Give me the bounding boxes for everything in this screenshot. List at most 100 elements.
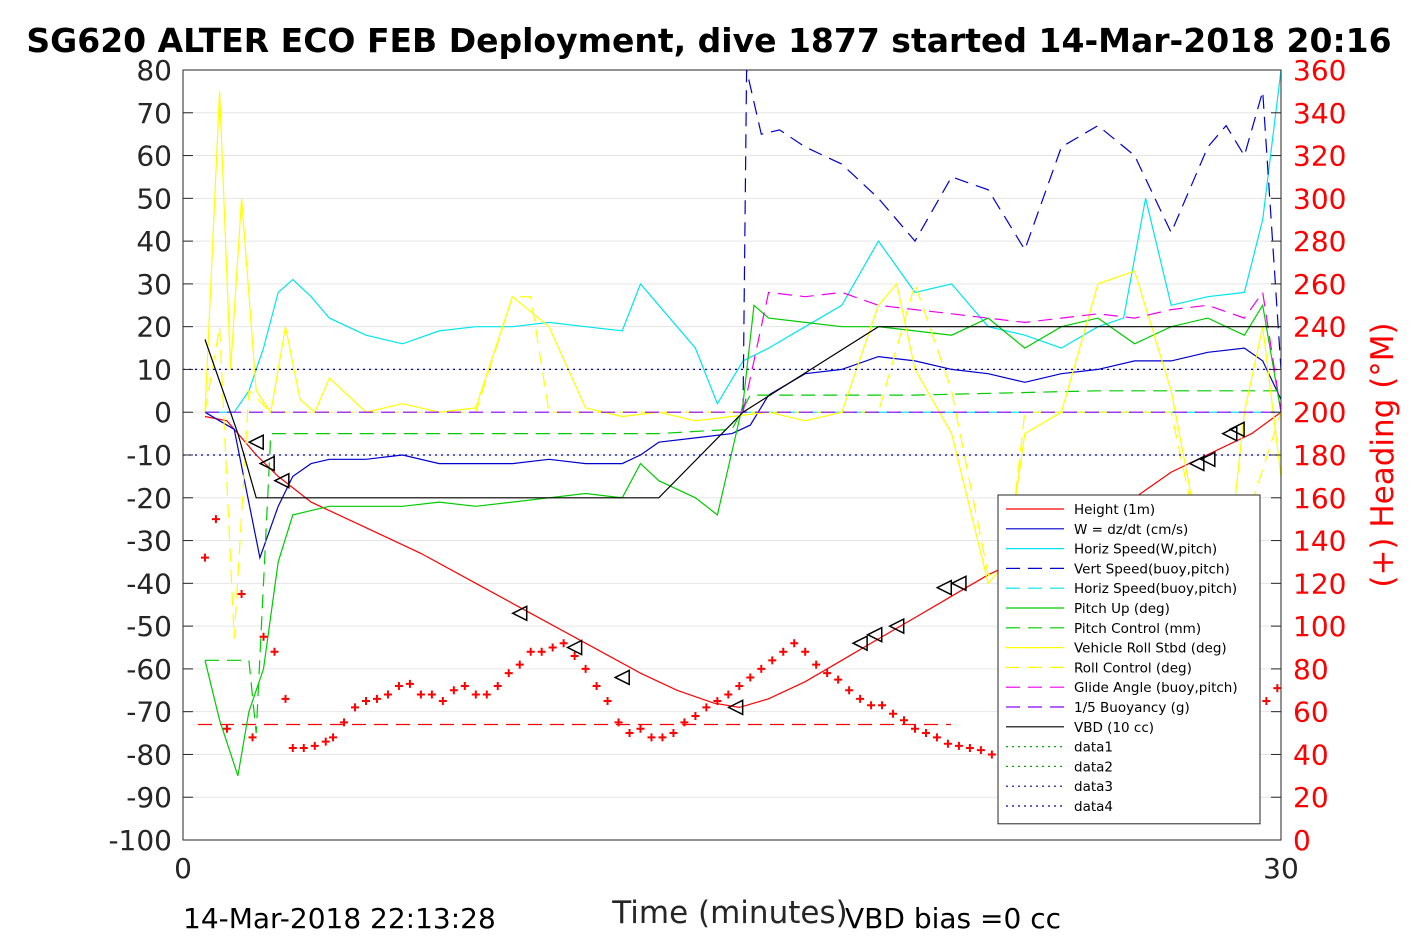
heading-point xyxy=(471,690,480,699)
heading-point xyxy=(592,682,601,690)
heading-point xyxy=(449,686,458,695)
legend-label: 1/5 Buoyancy (g) xyxy=(1074,700,1190,716)
heading-point xyxy=(889,709,898,718)
legend-label: Pitch Control (mm) xyxy=(1074,621,1201,637)
heading-point xyxy=(321,737,330,746)
timestamp-label: 14-Mar-2018 22:13:28 xyxy=(183,902,496,935)
heading-point xyxy=(362,696,370,705)
right-axis-label: (+) Heading (°M) xyxy=(1365,322,1401,587)
heading-point xyxy=(270,647,279,656)
triangle-marker xyxy=(888,617,905,635)
series-line xyxy=(204,91,1282,585)
heading-point xyxy=(460,682,469,690)
series-line xyxy=(204,281,1282,639)
heading-point xyxy=(581,664,590,673)
x-tick-label: 30 xyxy=(1263,852,1299,885)
heading-point xyxy=(222,724,231,733)
heading-point xyxy=(372,694,381,703)
heading-point xyxy=(416,690,425,699)
heading-point xyxy=(570,652,579,661)
triangle-marker xyxy=(511,605,528,622)
y-tick-label: -100 xyxy=(108,824,172,857)
y-tick-label: 10 xyxy=(136,353,172,386)
heading-point xyxy=(801,647,810,656)
y-tick-label: 60 xyxy=(136,140,172,173)
heading-point xyxy=(603,696,612,705)
triangle-marker xyxy=(726,699,744,716)
y-right-tick-label: 300 xyxy=(1293,182,1346,215)
legend-label: Pitch Up (deg) xyxy=(1074,601,1170,617)
y-right-tick-label: 20 xyxy=(1293,781,1329,814)
y-tick-label: 70 xyxy=(136,97,172,130)
y-right-tick-label: 200 xyxy=(1293,396,1346,429)
heading-point xyxy=(636,724,645,733)
y-tick-label: 0 xyxy=(154,396,172,429)
y-tick-label: -50 xyxy=(126,610,172,643)
heading-point xyxy=(310,741,319,750)
y-right-tick-label: 240 xyxy=(1293,311,1346,344)
y-tick-label: 40 xyxy=(136,225,172,258)
heading-point xyxy=(812,660,821,669)
heading-point xyxy=(281,694,290,703)
heading-point xyxy=(394,682,403,690)
triangle-marker xyxy=(851,635,868,652)
heading-point xyxy=(625,729,634,738)
y-right-tick-label: 80 xyxy=(1293,653,1329,686)
heading-point xyxy=(493,682,502,690)
triangle-marker xyxy=(247,433,264,451)
heading-point xyxy=(482,690,491,699)
heading-point xyxy=(237,590,246,599)
y-tick-label: 50 xyxy=(136,182,172,215)
heading-point xyxy=(823,669,832,678)
y-right-tick-label: 0 xyxy=(1293,824,1311,857)
triangle-marker xyxy=(613,669,630,686)
y-tick-label: 20 xyxy=(136,311,172,344)
y-right-tick-label: 340 xyxy=(1293,97,1346,130)
y-tick-label: 80 xyxy=(136,54,172,87)
chart-title: SG620 ALTER ECO FEB Deployment, dive 187… xyxy=(26,21,1391,60)
series-line xyxy=(205,69,1282,413)
y-tick-label: 30 xyxy=(136,268,172,301)
heading-point xyxy=(878,701,887,710)
heading-point xyxy=(954,741,963,750)
y-right-tick-label: 360 xyxy=(1293,54,1346,87)
x-axis-label: Time (minutes) xyxy=(611,895,847,931)
heading-point xyxy=(845,686,854,695)
x-tick-label: 0 xyxy=(174,852,192,885)
axis-ticks: 80706050403020100-10-20-30-40-50-60-70-8… xyxy=(108,54,1346,885)
triangle-marker xyxy=(1221,425,1238,442)
legend-label: data1 xyxy=(1074,740,1113,756)
heading-point xyxy=(900,716,909,725)
triangle-marker xyxy=(935,579,953,596)
heading-point xyxy=(669,729,678,738)
triangle-marker xyxy=(258,455,275,472)
heading-point xyxy=(329,733,338,742)
heading-point xyxy=(211,515,220,524)
heading-point xyxy=(614,718,623,727)
legend-label: data3 xyxy=(1074,779,1113,795)
triangle-marker xyxy=(1199,451,1216,468)
heading-point xyxy=(340,718,349,727)
plot-area xyxy=(183,69,1282,776)
triangle-marker xyxy=(273,472,290,489)
heading-point xyxy=(1273,684,1282,693)
legend-label: data2 xyxy=(1074,759,1113,775)
heading-point xyxy=(943,739,952,748)
heading-point xyxy=(1262,696,1271,705)
heading-point xyxy=(746,673,755,682)
heading-point xyxy=(757,664,766,673)
y-tick-label: -30 xyxy=(126,525,172,558)
legend-label: Horiz Speed(W,pitch) xyxy=(1074,542,1217,558)
vbd-bias-label: VBD bias =0 cc xyxy=(845,902,1061,935)
legend-label: Horiz Speed(buoy,pitch) xyxy=(1074,581,1237,597)
y-right-tick-label: 280 xyxy=(1293,225,1346,258)
heading-point xyxy=(427,690,436,699)
legend-label: Roll Control (deg) xyxy=(1074,660,1192,676)
heading-point xyxy=(299,744,308,753)
triangle-marker xyxy=(866,626,883,643)
triangle-marker xyxy=(1188,455,1205,472)
heading-point xyxy=(288,744,297,753)
heading-point xyxy=(559,639,568,648)
heading-point xyxy=(647,733,656,742)
